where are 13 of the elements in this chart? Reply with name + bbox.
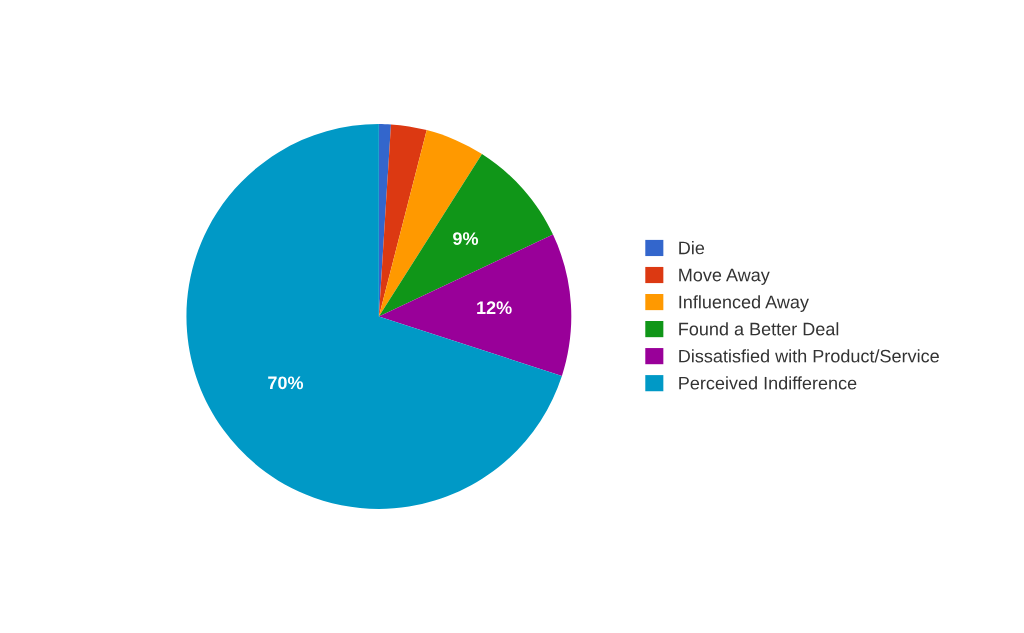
pie-slice [378,124,427,317]
legend-label: Influenced Away [679,295,809,312]
legend-label: Move Away [679,268,770,285]
data-label: 9% [453,232,479,245]
legend-label: Found a Better Deal [679,322,839,336]
data-label: 70% [268,376,304,390]
legend-label: Die [679,241,705,255]
legend-label: Perceived Indifference [679,376,857,390]
legend-label: Dissatisfied with Product/Service [679,349,939,363]
data-label: 12% [477,301,512,315]
pie-slice [186,124,562,509]
pie-slice [378,154,553,317]
pie-slice [378,234,572,376]
